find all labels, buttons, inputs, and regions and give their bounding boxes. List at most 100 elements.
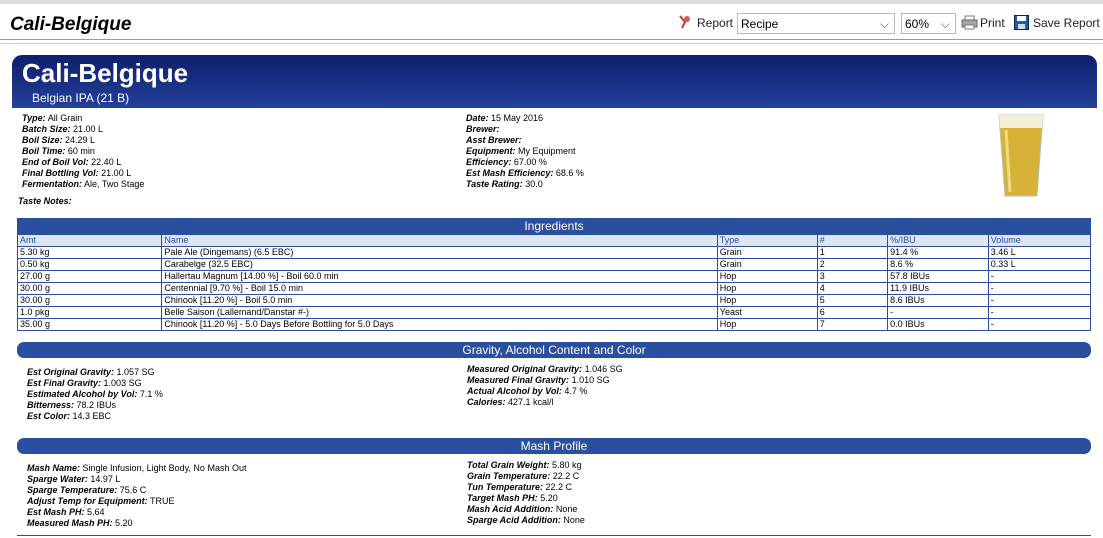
field-row: Mash Acid Addition: None bbox=[467, 504, 577, 515]
field-label: Bitterness: bbox=[27, 400, 75, 410]
field-label: Boil Time: bbox=[22, 146, 66, 156]
field-label: Sparge Temperature: bbox=[27, 485, 118, 495]
field-value: 22.40 L bbox=[91, 157, 122, 167]
field-value: 7.1 % bbox=[139, 389, 163, 399]
field-row: Final Bottling Vol: 21.00 L bbox=[22, 168, 131, 179]
field-label: Grain Temperature: bbox=[467, 471, 551, 481]
field-row: Est Original Gravity: 1.057 SG bbox=[27, 367, 155, 378]
field-row: End of Boil Vol: 22.40 L bbox=[22, 157, 121, 168]
cell: Chinook [11.20 %] - 5.0 Days Before Bott… bbox=[161, 318, 718, 331]
cell: Hallertau Magnum [14.00 %] - Boil 60.0 m… bbox=[161, 270, 718, 283]
field-value: 427.1 kcal/l bbox=[508, 397, 554, 407]
dropdown-arrow: ⌵ bbox=[940, 17, 950, 31]
cell: 11.9 IBUs bbox=[887, 282, 989, 295]
field-label: Mash Acid Addition: bbox=[467, 504, 554, 514]
field-label: Tun Temperature: bbox=[467, 482, 544, 492]
field-value: 68.6 % bbox=[555, 168, 584, 178]
field-value: 5.64 bbox=[87, 507, 105, 517]
field-label: Date: bbox=[466, 113, 489, 123]
zoom-select[interactable]: 60% ⌵ bbox=[901, 13, 956, 34]
field-label: Equipment: bbox=[466, 146, 516, 156]
field-label: End of Boil Vol: bbox=[22, 157, 89, 167]
cell: 30.00 g bbox=[16, 282, 163, 295]
beer-glass bbox=[998, 114, 1044, 197]
recipe-style: Belgian IPA (21 B) bbox=[32, 91, 130, 105]
field-row: Measured Original Gravity: 1.046 SG bbox=[467, 364, 623, 375]
field-label: Taste Rating: bbox=[466, 179, 523, 189]
report-icon bbox=[679, 15, 690, 29]
cell: - bbox=[987, 318, 1092, 331]
field-row: Boil Time: 60 min bbox=[22, 146, 95, 157]
save-button[interactable]: Save Report bbox=[1033, 16, 1100, 30]
field-value: None bbox=[563, 515, 585, 525]
cell: 3.46 L bbox=[987, 246, 1092, 259]
field-value: 5.20 bbox=[115, 518, 133, 528]
cell: 3 bbox=[816, 270, 889, 283]
field-value: 1.046 SG bbox=[584, 364, 623, 374]
cell: Chinook [11.20 %] - Boil 5.0 min bbox=[161, 294, 718, 307]
cell: Hop bbox=[716, 282, 818, 295]
taste-notes-label: Taste Notes: bbox=[18, 196, 72, 206]
cell: Hop bbox=[716, 270, 818, 283]
field-label: Efficiency: bbox=[466, 157, 512, 167]
field-label: Est Mash Efficiency: bbox=[466, 168, 554, 178]
report-select-value: Recipe bbox=[741, 17, 779, 31]
field-value: 21.00 L bbox=[73, 124, 104, 134]
field-value: Ale, Two Stage bbox=[84, 179, 145, 189]
field-value: 60 min bbox=[67, 146, 95, 156]
column-header: Type bbox=[716, 234, 818, 247]
field-label: Est Original Gravity: bbox=[27, 367, 115, 377]
field-value: 5.20 bbox=[540, 493, 558, 503]
cell: 1 bbox=[816, 246, 889, 259]
bottom-rule bbox=[17, 535, 1091, 536]
field-label: Boil Size: bbox=[22, 135, 63, 145]
field-label: Est Color: bbox=[27, 411, 71, 421]
field-row: Fermentation: Ale, Two Stage bbox=[22, 179, 144, 190]
field-value: 1.057 SG bbox=[116, 367, 155, 377]
cell: 35.00 g bbox=[16, 318, 163, 331]
cell: - bbox=[987, 282, 1092, 295]
column-header: Name bbox=[161, 234, 718, 247]
print-button[interactable]: Print bbox=[980, 16, 1005, 30]
field-label: Target Mash PH: bbox=[467, 493, 538, 503]
field-row: Boil Size: 24.29 L bbox=[22, 135, 95, 146]
field-value: 22.2 C bbox=[545, 482, 573, 492]
field-row: Taste Rating: 30.0 bbox=[466, 179, 543, 190]
field-label: Type: bbox=[22, 113, 46, 123]
save-icon[interactable] bbox=[1014, 15, 1029, 30]
cell: 8.6 IBUs bbox=[887, 294, 989, 307]
cell: 0.33 L bbox=[987, 258, 1092, 271]
section-bar: Mash Profile bbox=[17, 438, 1091, 454]
ingredient-row: 5.30 kg Pale Ale (Dingemans) (6.5 EBC) Gra… bbox=[16, 246, 1092, 259]
ingredient-row: 30.00 g Chinook [11.20 %] - Boil 5.0 min H… bbox=[16, 294, 1092, 307]
field-value: My Equipment bbox=[518, 146, 576, 156]
field-label: Measured Final Gravity: bbox=[467, 375, 570, 385]
cell: Grain bbox=[716, 258, 818, 271]
field-row: Sparge Water: 14.97 L bbox=[27, 474, 120, 485]
zoom-value: 60% bbox=[905, 17, 930, 31]
cell: Belle Saison (Lallemand/Danstar #-) bbox=[161, 306, 718, 319]
dropdown-arrow: ⌵ bbox=[879, 17, 889, 31]
field-row: Calories: 427.1 kcal/l bbox=[467, 397, 554, 408]
ingredients-table: Amt Name Type # %/IBU Volume 5.30 kg Pale Ale (… bbox=[16, 234, 1092, 331]
field-row: Batch Size: 21.00 L bbox=[22, 124, 103, 135]
cell: 1.0 pkg bbox=[16, 306, 163, 319]
field-row: Est Final Gravity: 1.003 SG bbox=[27, 378, 142, 389]
ingredient-row: 30.00 g Centennial [9.70 %] - Boil 15.0 m… bbox=[16, 282, 1092, 295]
field-row: Efficiency: 67.00 % bbox=[466, 157, 547, 168]
ingredient-row: 0.50 kg Carabelge (32.5 EBC) Grain 2 8.6 % 0.… bbox=[16, 258, 1092, 271]
print-icon[interactable] bbox=[961, 15, 978, 30]
cell: Pale Ale (Dingemans) (6.5 EBC) bbox=[161, 246, 718, 259]
field-row: Type: All Grain bbox=[22, 113, 82, 124]
field-label: Total Grain Weight: bbox=[467, 460, 550, 470]
field-label: Sparge Acid Addition: bbox=[467, 515, 561, 525]
cell: 0.50 kg bbox=[16, 258, 163, 271]
section-bar: Ingredients bbox=[17, 218, 1091, 234]
header-banner bbox=[12, 55, 1097, 108]
column-header: %/IBU bbox=[887, 234, 989, 247]
field-value: Single Infusion, Light Body, No Mash Out bbox=[82, 463, 247, 473]
field-label: Fermentation: bbox=[22, 179, 83, 189]
report-select[interactable]: Recipe ⌵ bbox=[737, 13, 895, 34]
recipe-title: Cali-Belgique bbox=[22, 58, 189, 88]
field-label: Measured Mash PH: bbox=[27, 518, 113, 528]
